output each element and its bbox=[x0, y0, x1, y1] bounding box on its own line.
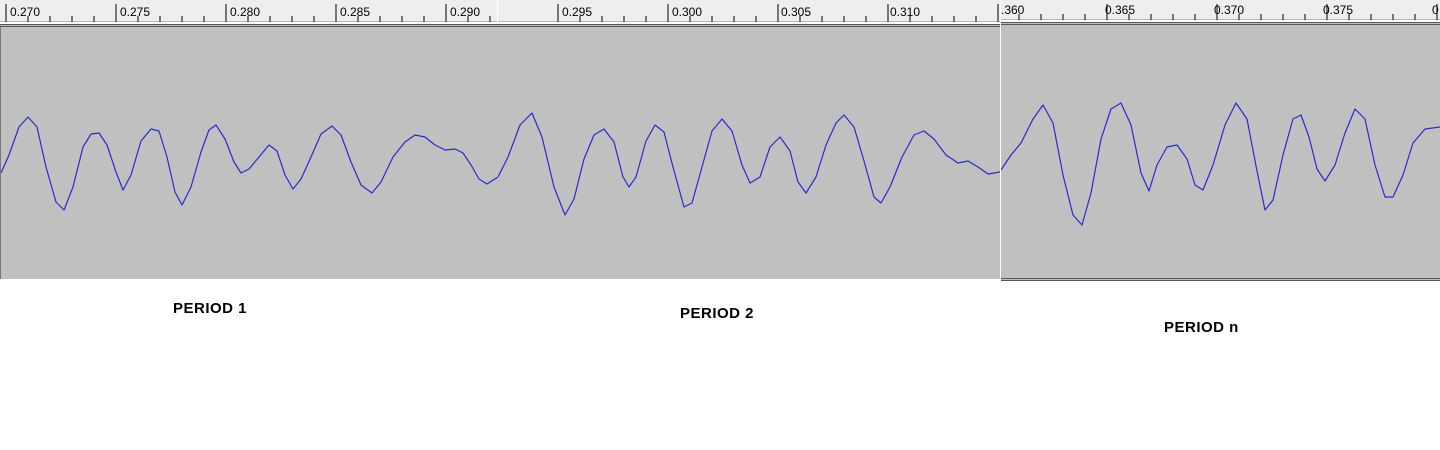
audio-track[interactable] bbox=[0, 24, 498, 279]
ruler-tick-label: 0.295 bbox=[562, 5, 593, 19]
waveform bbox=[498, 112, 1000, 216]
ruler-ticks bbox=[1018, 4, 1438, 20]
waveform bbox=[1001, 102, 1440, 226]
waveform-line bbox=[1001, 102, 1440, 226]
ruler-tick-label: 0.300 bbox=[672, 5, 703, 19]
audio-track[interactable] bbox=[498, 24, 1000, 279]
ruler-ticks bbox=[557, 4, 999, 22]
ruler-tick-label: 0.290 bbox=[450, 5, 481, 19]
ruler-tick-label: 0.275 bbox=[120, 5, 151, 19]
ruler-ticks bbox=[5, 4, 491, 22]
timeline-ruler[interactable]: .360 0.365 0.370 0.375 0 bbox=[1001, 0, 1440, 20]
audio-track[interactable] bbox=[1001, 22, 1440, 281]
waveform-panel-period-2: 0.295 0.300 0.305 0.310 bbox=[498, 0, 1000, 279]
period-2-label: PERIOD 2 bbox=[680, 305, 755, 322]
ruler-tick-label: 0.365 bbox=[1105, 3, 1136, 17]
waveform-line bbox=[1, 116, 498, 211]
ruler-tick-label: 0.285 bbox=[340, 5, 371, 19]
ruler-tick-label: 0 bbox=[1432, 3, 1439, 17]
ruler-tick-label: 0.280 bbox=[230, 5, 261, 19]
timeline-ruler[interactable]: 0.270 0.275 0.280 0.285 0.290 bbox=[0, 0, 497, 22]
timeline-ruler[interactable]: 0.295 0.300 0.305 0.310 bbox=[498, 0, 1000, 22]
ruler-tick-label: 0.310 bbox=[890, 5, 921, 19]
ruler-tick-label: 0.370 bbox=[1214, 3, 1245, 17]
ruler-tick-label: 0.375 bbox=[1323, 3, 1354, 17]
waveform bbox=[1, 116, 498, 211]
waveform-line bbox=[498, 112, 1000, 216]
ruler-tick-label: 0.305 bbox=[781, 5, 812, 19]
waveform-panel-period-1: 0.270 0.275 0.280 0.285 0.290 bbox=[0, 0, 498, 279]
period-n-label: PERIOD n bbox=[1164, 319, 1239, 336]
period-1-label: PERIOD 1 bbox=[173, 300, 248, 317]
ruler-tick-label: 0.270 bbox=[10, 5, 41, 19]
ruler-tick-label: .360 bbox=[1001, 3, 1025, 17]
waveform-panel-period-n: .360 0.365 0.370 0.375 0 bbox=[1001, 0, 1440, 281]
